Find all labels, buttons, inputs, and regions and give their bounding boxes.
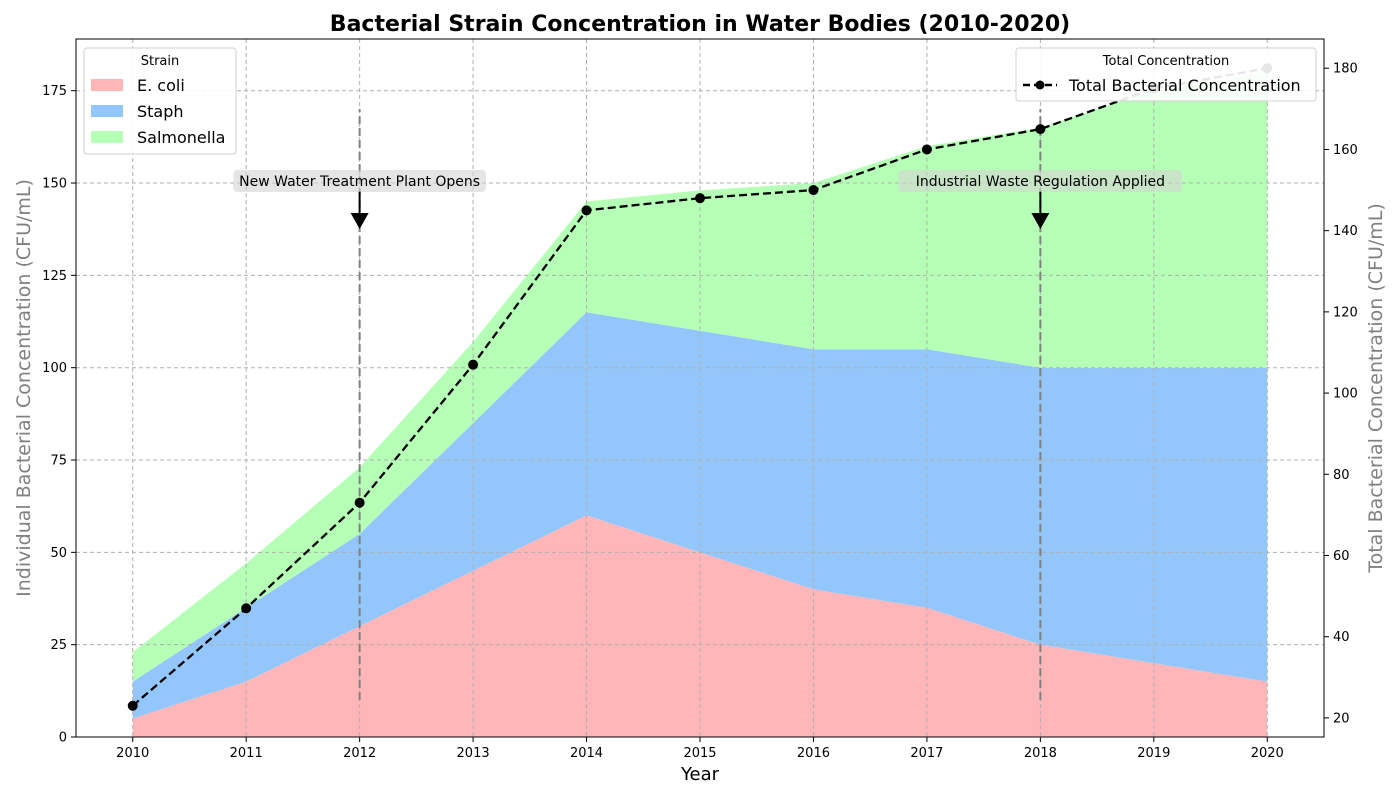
- legend-label-salmonella: Salmonella: [137, 128, 225, 147]
- legend-total-frame: [1015, 47, 1317, 102]
- x-tick-label: 2012: [343, 746, 376, 761]
- area-salmonella: [132, 72, 1268, 682]
- y2-tick-label: 20: [1333, 711, 1350, 726]
- annotation-text: New Water Treatment Plant Opens: [239, 174, 480, 190]
- legend-swatch-ecoli: [91, 79, 123, 91]
- total-point: [581, 205, 592, 216]
- legend-swatch-salmonella: [91, 131, 123, 143]
- y2-tick-label: 160: [1333, 143, 1358, 158]
- legend-frame: [83, 47, 237, 155]
- total-point: [468, 359, 479, 370]
- y2-tick-label: 40: [1333, 630, 1350, 645]
- total-point: [127, 700, 138, 711]
- y2-tick-label: 100: [1333, 387, 1358, 402]
- annotation-text: Industrial Waste Regulation Applied: [916, 174, 1165, 190]
- total-point: [1035, 124, 1046, 135]
- legend-total-label: Total Bacterial Concentration: [1068, 76, 1301, 95]
- legend-total-marker: [1035, 80, 1045, 90]
- annotation-box: [898, 170, 1183, 193]
- y-tick-label: 175: [42, 84, 67, 99]
- total-point: [695, 193, 705, 204]
- legend-total-title: Total Concentration: [1102, 54, 1229, 69]
- y-tick-label: 50: [50, 546, 67, 561]
- y2-tick-label: 60: [1333, 549, 1350, 564]
- y-tick-label: 100: [42, 361, 67, 376]
- total-point: [808, 185, 819, 196]
- chart-title: Bacterial Strain Concentration in Water …: [330, 12, 1070, 37]
- y2-tick-label: 120: [1333, 305, 1358, 320]
- area-ecoli: [132, 515, 1268, 737]
- plot-frame: [75, 38, 1325, 738]
- x-tick-label: 2017: [910, 746, 943, 761]
- x-tick-label: 2013: [457, 746, 490, 761]
- total-line: [131, 67, 1268, 707]
- legend-title: Strain: [141, 54, 180, 69]
- x-tick-label: 2010: [116, 746, 149, 761]
- x-axis-title: Year: [680, 764, 720, 785]
- x-tick-label: 2015: [683, 746, 716, 761]
- y2-tick-label: 180: [1333, 62, 1358, 77]
- plot-area: 2010 2011 2012 2013 2014 2015 2016 2017 2018 2019…: [42, 39, 1358, 761]
- total-point: [921, 144, 932, 155]
- y2-tick-label: 80: [1333, 468, 1350, 483]
- total-point: [241, 603, 252, 614]
- total-point: [354, 497, 365, 508]
- legend-label-ecoli: E. coli: [137, 76, 185, 95]
- y-tick-label: 75: [50, 454, 67, 469]
- y2-tick-label: 140: [1333, 224, 1358, 239]
- x-tick-label: 2011: [230, 746, 263, 761]
- y-tick-label: 125: [42, 269, 67, 284]
- y-tick-label: 0: [59, 731, 67, 746]
- legend-total: Total Concentration Total Bacterial Conc…: [1015, 47, 1317, 102]
- x-tick-label: 2016: [797, 746, 830, 761]
- x-tick-label: 2018: [1024, 746, 1057, 761]
- legend-label-staph: Staph: [137, 102, 184, 121]
- annotation-arrow-head: [1031, 212, 1050, 229]
- y-tick-label: 25: [50, 638, 67, 653]
- y-axis-title: Individual Bacterial Concentration (CFU/…: [13, 179, 35, 597]
- x-tick-label: 2014: [570, 746, 603, 761]
- x-tick-label: 2020: [1251, 746, 1284, 761]
- y2-axis-title: Total Bacterial Concentration (CFU/mL): [1365, 203, 1387, 574]
- legend-strain: Strain E. coli Staph Salmonella: [83, 47, 237, 155]
- legend-swatch-staph: [91, 105, 123, 117]
- annotation-arrow-head: [350, 212, 369, 229]
- annotation-box: [233, 170, 486, 193]
- x-tick-label: 2019: [1137, 746, 1170, 761]
- y-tick-label: 150: [42, 177, 67, 192]
